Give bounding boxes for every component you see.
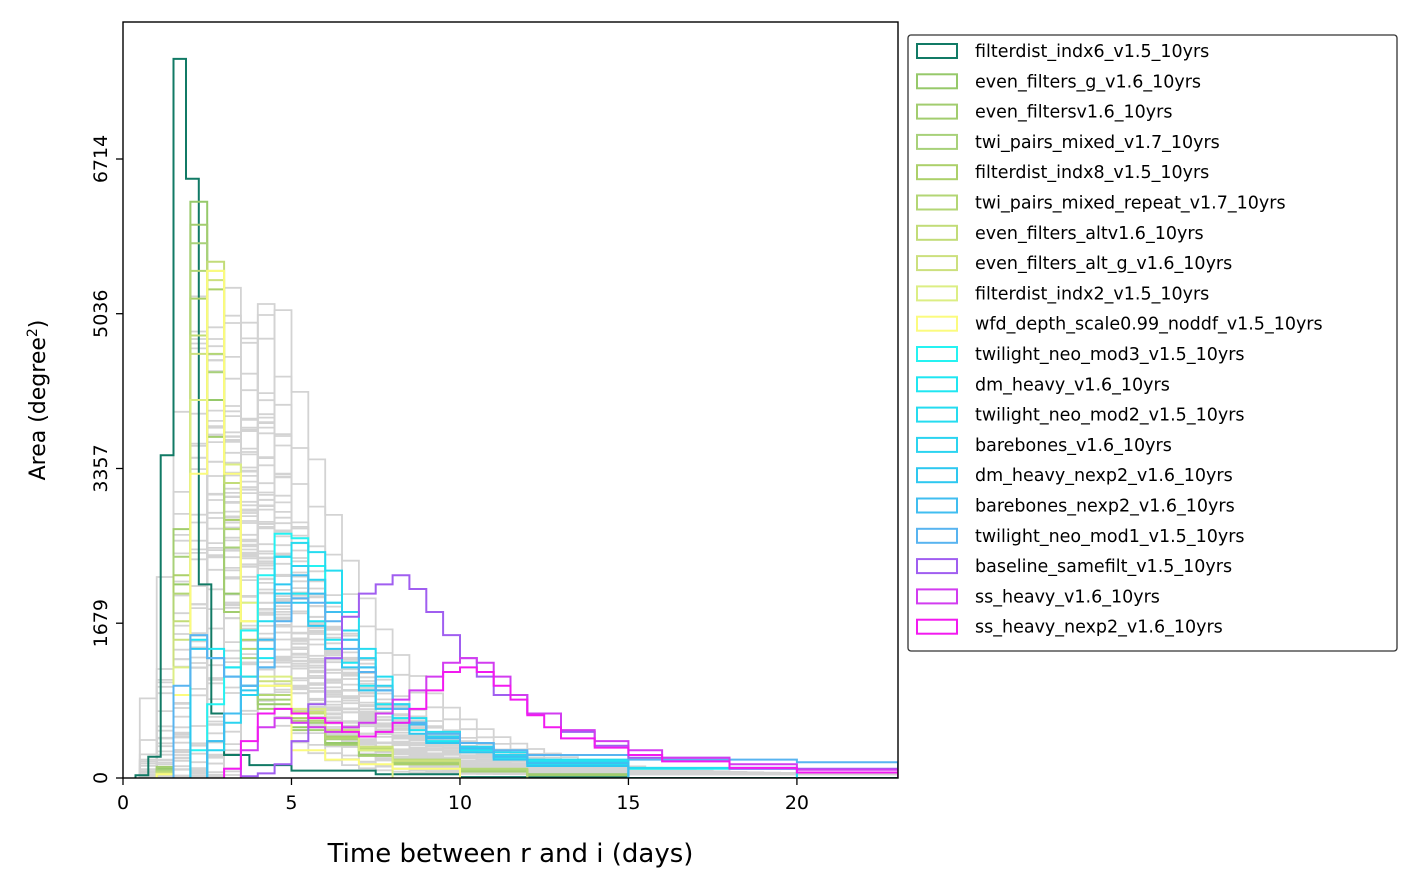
y-tick-label: 6714	[90, 135, 112, 183]
x-tick-label: 0	[117, 792, 129, 814]
legend-swatch	[916, 315, 958, 332]
series-histogram-barebones_v1.6_10yrs	[206, 565, 630, 778]
legend: filterdist_indx6_v1.5_10yrs even_filters_…	[907, 34, 1398, 652]
background-run-histogram	[139, 494, 898, 778]
background-run-histogram	[139, 392, 898, 778]
legend-entry-label: dm_heavy_v1.6_10yrs	[975, 375, 1170, 395]
legend-entry-label: barebones_nexp2_v1.6_10yrs	[975, 497, 1235, 517]
background-run-histogram	[138, 405, 898, 778]
background-run-histogram	[139, 433, 898, 778]
legend-swatch	[916, 73, 958, 90]
background-run-histogram	[138, 286, 898, 778]
legend-entry-label: ss_heavy_nexp2_v1.6_10yrs	[975, 618, 1223, 638]
legend-swatch	[916, 103, 958, 120]
legend-swatch	[916, 194, 958, 211]
legend-swatch	[916, 164, 958, 181]
legend-entry-label: even_filters_altv1.6_10yrs	[975, 224, 1204, 244]
legend-entry-label: twilight_neo_mod3_v1.5_10yrs	[975, 345, 1245, 365]
y-tick-label: 0	[90, 772, 112, 784]
legend-swatch	[916, 285, 958, 302]
legend-entry-label: barebones_v1.6_10yrs	[975, 436, 1172, 456]
legend-entry-label: filterdist_indx8_v1.5_10yrs	[975, 163, 1209, 183]
legend-entry-label: dm_heavy_nexp2_v1.6_10yrs	[975, 466, 1233, 486]
background-run-histogram	[139, 431, 898, 778]
y-tick-label: 1679	[90, 599, 112, 647]
y-axis-label-close: )	[26, 320, 51, 329]
y-axis-label-superscript: 2	[25, 328, 41, 337]
legend-swatch	[916, 467, 958, 484]
legend-entry-label: even_filters_g_v1.6_10yrs	[975, 72, 1201, 92]
series-histogram-baseline_samefilt_v1.5_10yrs	[239, 574, 898, 778]
legend-swatch	[916, 224, 958, 241]
legend-swatch	[916, 255, 958, 272]
legend-entry-label: twi_pairs_mixed_v1.7_10yrs	[975, 133, 1220, 153]
series-histogram-twilight_neo_mod1_v1.5_10yrs	[172, 597, 898, 778]
legend-entry-label: wfd_depth_scale0.99_noddf_v1.5_10yrs	[975, 315, 1323, 335]
y-tick-label: 5036	[90, 290, 112, 338]
x-tick-label: 20	[785, 792, 809, 814]
background-run-histogram	[138, 521, 898, 778]
background-run-histogram	[138, 342, 898, 778]
series-histogram-filterdist_indx6_v1.5_10yrs	[134, 57, 898, 778]
legend-swatch	[916, 436, 958, 453]
legend-swatch	[916, 376, 958, 393]
legend-entry-label: even_filtersv1.6_10yrs	[975, 103, 1172, 123]
background-run-histogram	[139, 432, 898, 778]
background-run-histogram	[138, 433, 898, 778]
background-run-histogram	[138, 510, 898, 778]
legend-swatch	[916, 558, 958, 575]
x-axis-label: Time between r and i (days)	[327, 839, 694, 869]
background-runs-layer	[138, 286, 898, 778]
legend-swatch	[916, 527, 958, 544]
legend-swatch	[916, 406, 958, 423]
x-tick-label: 10	[448, 792, 472, 814]
legend-entry-label: twilight_neo_mod1_v1.5_10yrs	[975, 527, 1245, 547]
y-axis-label-main: Area (degree	[26, 337, 51, 480]
background-run-histogram	[138, 322, 898, 778]
legend-entry-label: ss_heavy_v1.6_10yrs	[975, 587, 1160, 607]
legend-entry-label: filterdist_indx6_v1.5_10yrs	[975, 42, 1209, 62]
x-tick-label: 5	[285, 792, 297, 814]
legend-frame	[907, 34, 1398, 652]
y-axis-ticks: 0 1679 3357 5036 6714	[90, 135, 123, 784]
legend-swatch	[916, 618, 958, 635]
legend-swatch	[916, 588, 958, 605]
plot-area-frame	[122, 21, 899, 779]
legend-entry-label: twilight_neo_mod2_v1.5_10yrs	[975, 406, 1245, 426]
y-tick-label: 3357	[90, 444, 112, 492]
background-run-histogram	[139, 522, 898, 778]
background-run-histogram	[139, 370, 898, 778]
series-layer	[134, 57, 898, 778]
background-run-histogram	[138, 295, 898, 778]
background-run-histogram	[138, 359, 898, 778]
legend-entry-label: filterdist_indx2_v1.5_10yrs	[975, 284, 1209, 304]
series-histogram-ss_heavy_nexp2_v1.6_10yrs	[223, 666, 898, 778]
legend-swatch	[916, 133, 958, 150]
x-axis-ticks: 0 5 10 15 20	[117, 778, 809, 814]
legend-entry-label: twi_pairs_mixed_repeat_v1.7_10yrs	[975, 194, 1286, 214]
x-tick-label: 15	[616, 792, 640, 814]
series-histogram-wfd_depth_scale0.99_noddf_v1.5_10yrs	[155, 269, 461, 778]
legend-swatch	[916, 346, 958, 362]
legend-swatch	[916, 43, 958, 59]
background-run-histogram	[138, 440, 898, 778]
legend-swatch	[916, 497, 958, 514]
legend-entry-label: baseline_samefilt_v1.5_10yrs	[975, 557, 1232, 577]
y-axis-label: Area (degree2)	[25, 320, 51, 481]
legend-entry-label: even_filters_alt_g_v1.6_10yrs	[975, 254, 1232, 274]
